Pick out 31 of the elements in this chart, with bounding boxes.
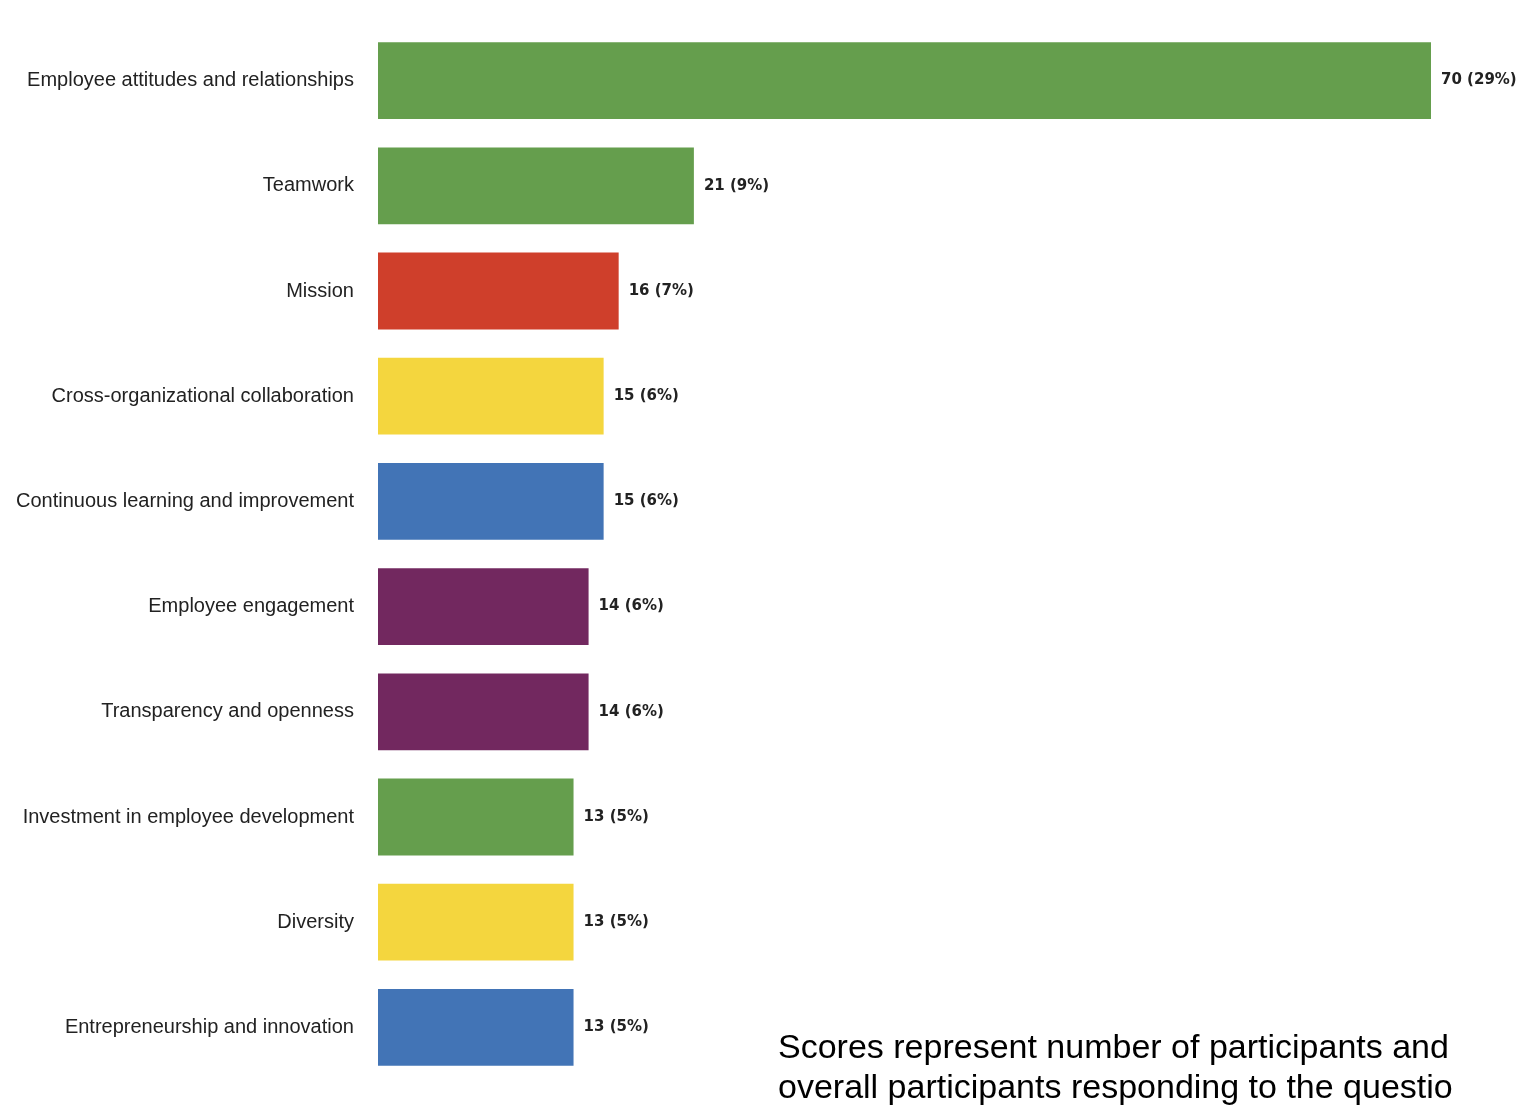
bar — [377, 568, 589, 645]
annotation: Scores represent number of participants and overall participants responding to the questio — [778, 1026, 1454, 1106]
data-label: 21 (9%) — [703, 175, 770, 194]
y-tick-label: Teamwork — [262, 173, 355, 196]
bar — [377, 463, 604, 540]
bar — [377, 357, 604, 435]
y-tick-label: Transparency and openness — [101, 699, 354, 722]
data-label: 14 (6%) — [598, 596, 664, 615]
data-label: 15 (6%) — [613, 491, 679, 510]
y-tick-label: Investment in employee development — [22, 804, 355, 827]
y-tick-label: Cross-organizational collaboration — [51, 383, 354, 406]
y-tick-label: Continuous learning and improvement — [15, 488, 355, 511]
y-tick-label: Diversity — [277, 909, 354, 932]
y-tick-label: Employee engagement — [148, 594, 355, 617]
data-label: 16 (7%) — [628, 280, 694, 299]
bar — [377, 252, 619, 330]
data-label: 14 (6%) — [598, 701, 664, 720]
bar — [377, 673, 589, 751]
bar — [377, 147, 694, 225]
data-label: 70 (29%) — [1441, 70, 1517, 89]
y-tick-label: Entrepreneurship and innovation — [64, 1014, 354, 1037]
y-tick-label: Employee attitudes and relationships — [27, 68, 354, 91]
data-label: 13 (5%) — [583, 806, 649, 825]
bar — [377, 883, 574, 961]
data-label: 13 (5%) — [583, 1017, 649, 1036]
bar — [377, 42, 1431, 119]
y-tick-label: Mission — [286, 278, 354, 301]
data-label: 15 (6%) — [613, 386, 679, 405]
bar — [377, 778, 574, 856]
data-label: 13 (5%) — [583, 912, 649, 931]
bar — [377, 989, 574, 1066]
